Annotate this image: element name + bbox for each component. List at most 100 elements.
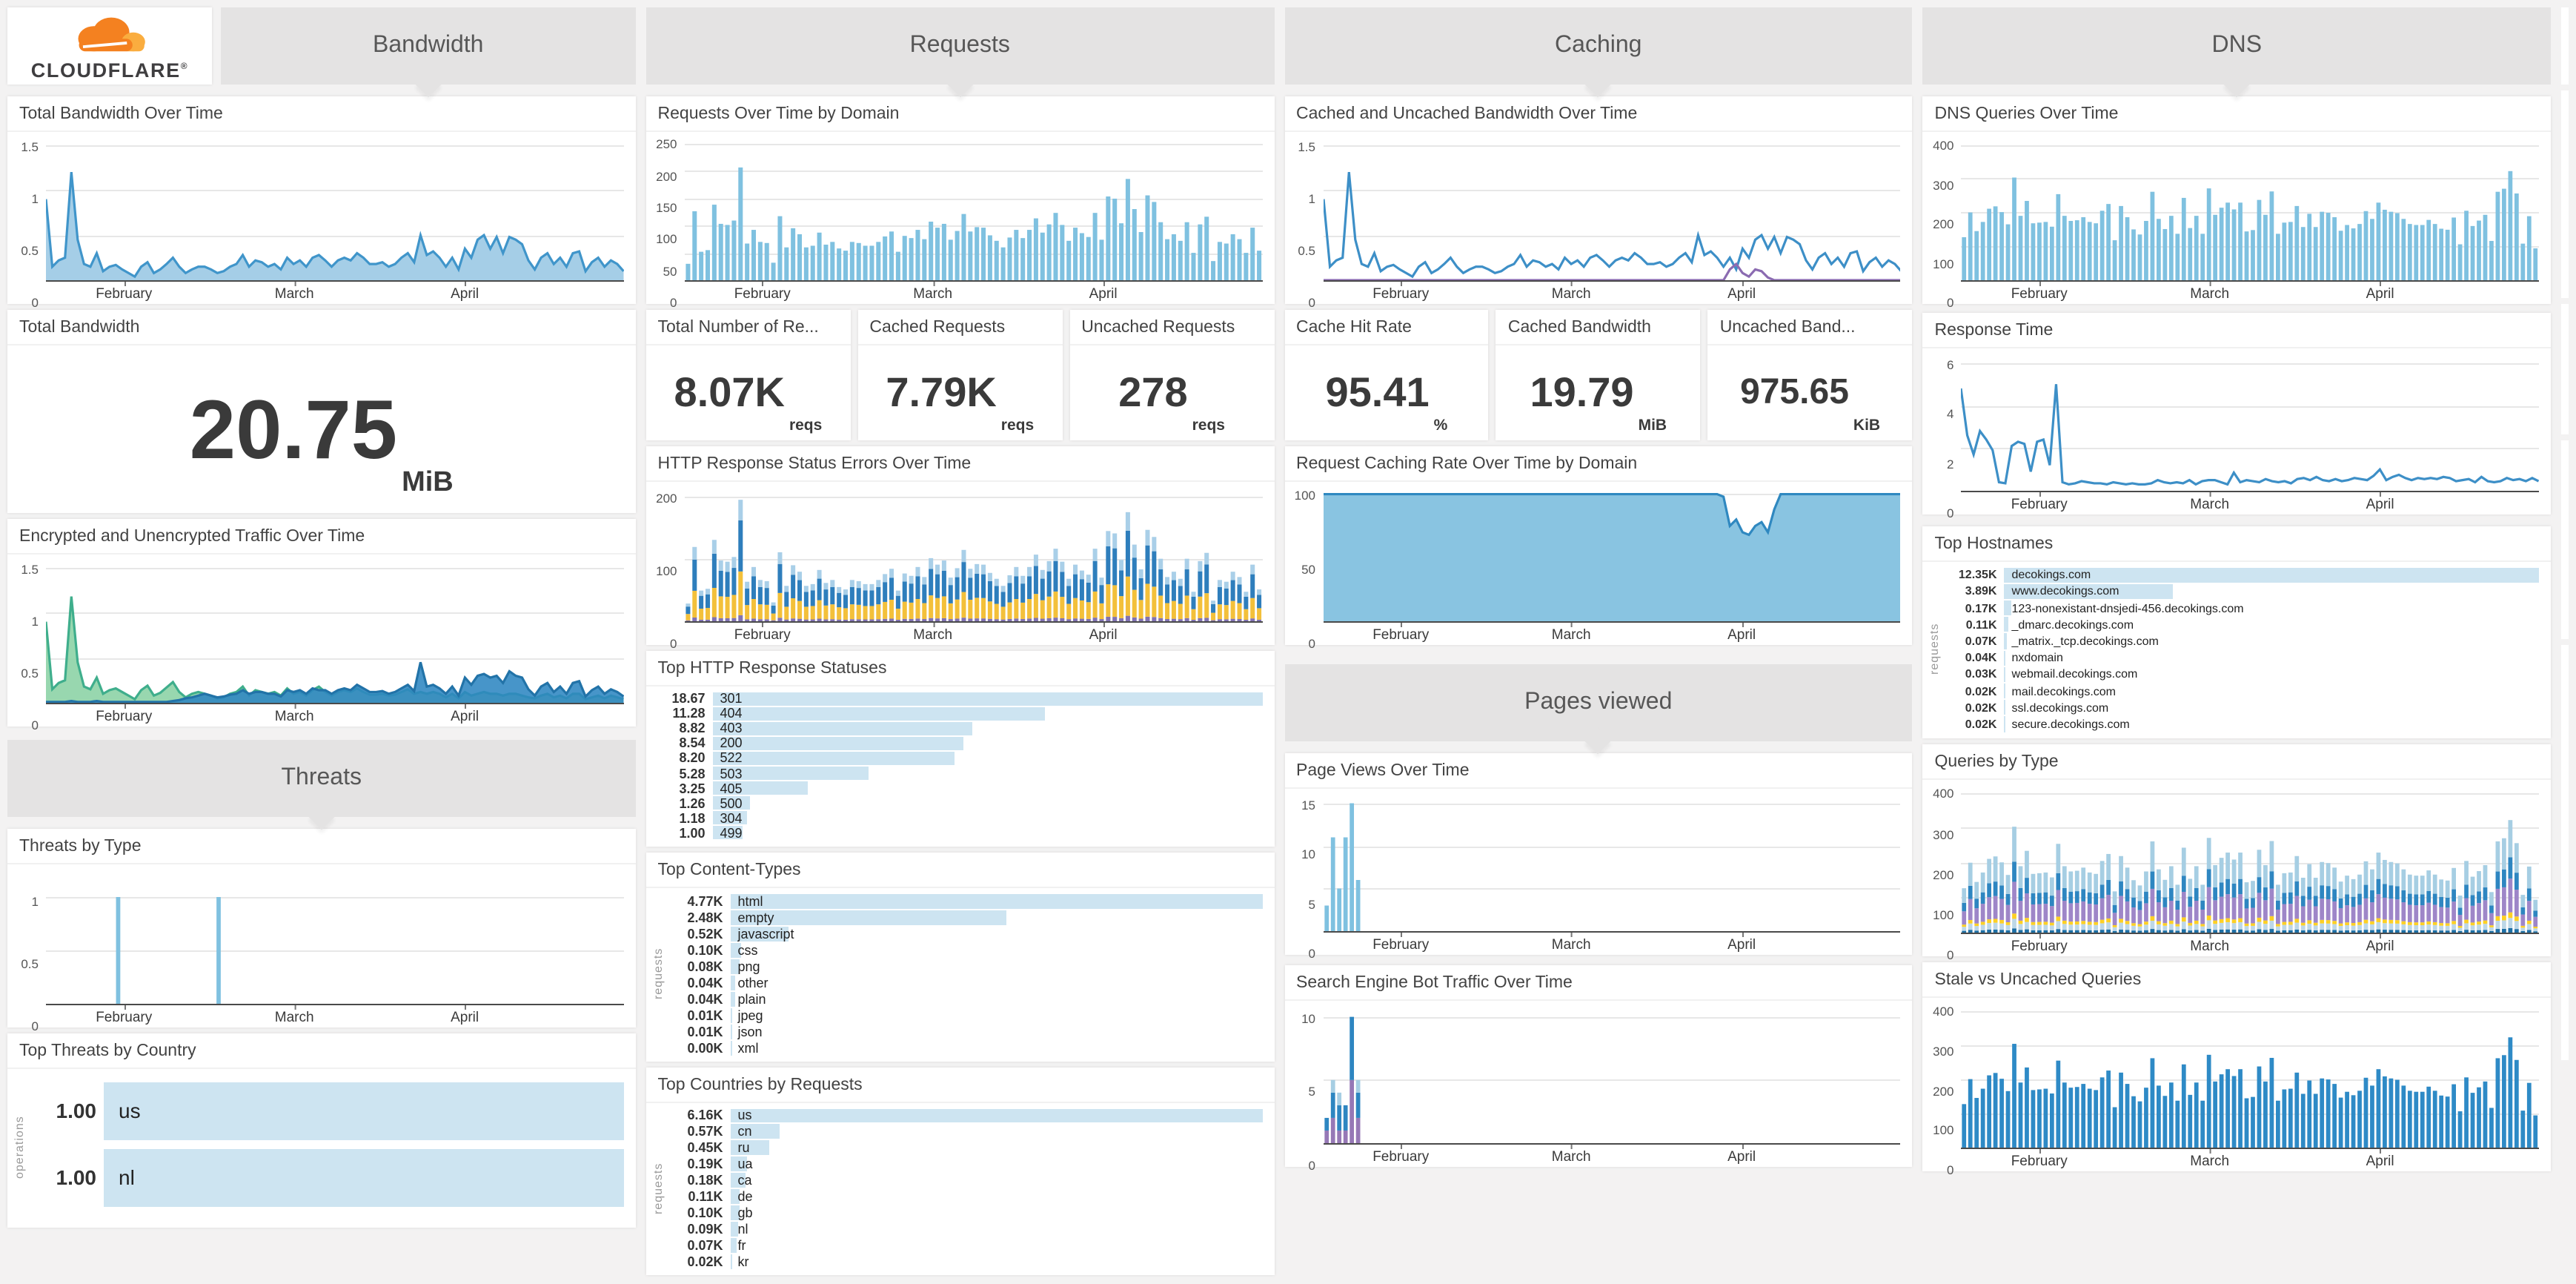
chart-plot[interactable] [46,560,624,704]
row-bar [712,706,1045,721]
list-row: 1.00 nl [28,1148,624,1207]
row-value: 6.16K [687,1108,723,1123]
row-label: 304 [720,810,743,826]
chart-plot[interactable] [1961,786,2539,934]
row-value: 0.45K [687,1140,723,1156]
chart-plot[interactable] [1961,138,2539,282]
stat-value: 975.65 [1740,372,1849,412]
encrypted-traffic-chart[interactable]: 0 0.5 1 1.5 February March April [7,555,636,732]
row-value: 3.89K [1965,584,1997,598]
bot-traffic-chart[interactable]: 0 5 10 February March April [1284,1001,1913,1173]
row-label: decokings.com [2011,568,2091,582]
row-value: 1.00 [679,825,706,841]
row-bar [2004,666,2006,682]
chart-plot[interactable] [1961,1004,2539,1149]
top-threats-list[interactable]: 1.00 us 1.00 nl [28,1073,624,1222]
row-value: 0.11K [688,1188,723,1204]
row-value: 0.04K [1965,651,1997,665]
y-axis: 0 100 200 300 400 [1933,786,1954,962]
row-value: 0.10K [687,942,723,957]
cached-bandwidth-stat-panel: Cached Bandwidth 19.79 MiB [1496,310,1701,440]
top-content-types-list[interactable]: 4.77K html 2.48K empty 0.52K javascript 0.10K c… [667,893,1263,1056]
top-statuses-list[interactable]: 18.67 301 11.28 404 8.82 403 8.54 200 8.20 522 5.2… [649,691,1263,841]
stale-uncached-chart[interactable]: 0 100 200 300 400 February March April [1923,998,2552,1177]
cached-uncached-bandwidth-panel: Cached and Uncached Bandwidth Over Time … [1284,96,1913,310]
list-row: 0.03K webmail.decokings.com [1944,666,2540,682]
y-axis-label: requests [651,948,665,1000]
list-row: 4.77K html [667,893,1262,909]
row-value: 8.82 [679,721,706,736]
request-caching-rate-chart[interactable]: 0 50 100 February March April [1284,482,1913,651]
row-label: nl [737,1221,748,1237]
chart-plot[interactable] [684,488,1262,623]
panel-title: Stale vs Uncached Queries [1922,962,2551,998]
chart-plot[interactable] [46,870,624,1005]
queries-by-type-chart[interactable]: 0 100 200 300 400 February March April [1923,780,2552,962]
chart-plot[interactable] [684,138,1262,282]
response-time-chart[interactable]: 0 2 4 6 February March April [1923,348,2552,520]
y-axis: 0 0.5 1 [21,894,39,1033]
chart-plot[interactable] [1323,488,1901,623]
y-axis: 0 0.5 1 1.5 [21,139,39,310]
section-title: Bandwidth [373,33,484,58]
request-caching-rate-panel: Request Caching Rate Over Time by Domain… [1284,446,1913,651]
panel-title: Encrypted and Unencrypted Traffic Over T… [7,519,636,555]
chart-plot[interactable] [1323,138,1901,282]
chart-plot[interactable] [1323,795,1901,933]
total-bandwidth-over-time-chart[interactable]: 0 0.5 1 1.5 February March April [7,132,636,310]
panel-title: Request Caching Rate Over Time by Domain [1284,446,1913,482]
top-countries-list[interactable]: 6.16K us 0.57K cn 0.45K ru 0.19K ua 0.18K ca 0.11K… [667,1108,1263,1269]
section-title: Requests [909,33,1010,58]
section-header-pages-viewed: Pages viewed [1284,664,1913,741]
http-errors-chart[interactable]: 0 100 200 February March April [646,482,1275,651]
threats-by-type-chart[interactable]: 0 0.5 1 February March April [7,864,636,1033]
row-label: 403 [720,721,743,736]
row-label: fr [737,1237,746,1253]
row-value: 1.18 [679,810,706,826]
list-row: 0.57K cn [667,1124,1263,1140]
x-axis: February March April [2011,1149,2394,1170]
row-label: ssl.decokings.com [2011,701,2109,715]
list-row: 0.11K de [667,1188,1263,1205]
y-axis: 0 5 10 15 [1301,797,1315,961]
panel-title: Total Number of Re... [645,310,851,345]
chart-plot[interactable] [46,138,624,282]
requests-over-time-chart[interactable]: 0 50 100 150 200 250 February March April [646,132,1275,310]
stat-value: 19.79 [1530,369,1634,415]
cached-uncached-bandwidth-chart[interactable]: 0 0.5 1 1.5 February March April [1284,132,1913,310]
row-value: 8.54 [679,735,706,751]
row-label: de [737,1188,753,1204]
list-row: 0.00K xml [667,1039,1263,1056]
row-value: 1.26 [679,795,706,811]
row-label: json [737,1024,763,1039]
list-row: 0.07K _matrix._tcp.decokings.com [1944,633,2540,649]
x-axis: February March April [96,282,479,302]
row-bar [730,1140,769,1156]
chart-plot[interactable] [1961,354,2539,492]
row-value: 0.04K [687,975,723,990]
list-row: 3.25 405 [649,781,1263,795]
section-title: Caching [1555,33,1642,58]
panel-title: Top Threats by Country [7,1033,636,1069]
row-bar [2004,617,2009,632]
chart-plot[interactable] [1323,1007,1901,1145]
stat-value: 7.79K [886,369,997,415]
requests-over-time-panel: Requests Over Time by Domain 0 50 100 150 20… [645,96,1275,310]
row-label: webmail.decokings.com [2011,667,2138,681]
row-label: html [737,893,763,908]
top-hostnames-list[interactable]: 12.35K decokings.com 3.89K www.decokings.co… [1944,566,2540,732]
x-axis: February March April [96,1005,479,1026]
dns-queries-chart[interactable]: 0 100 200 300 400 February March April [1923,132,2552,310]
row-label: 500 [720,795,743,811]
panel-title: Threats by Type [7,829,636,864]
row-label: ru [737,1140,750,1156]
top-hostnames-panel: Top Hostnames requests 12.35K decokings.c… [1922,526,2551,738]
list-row: 0.52K javascript [667,925,1263,942]
page-views-chart[interactable]: 0 5 10 15 February March April [1284,789,1913,961]
list-row: 18.67 301 [649,691,1262,706]
row-label: xml [737,1040,759,1055]
panel-title: Top Content-Types [645,853,1274,888]
row-bar [730,975,735,990]
